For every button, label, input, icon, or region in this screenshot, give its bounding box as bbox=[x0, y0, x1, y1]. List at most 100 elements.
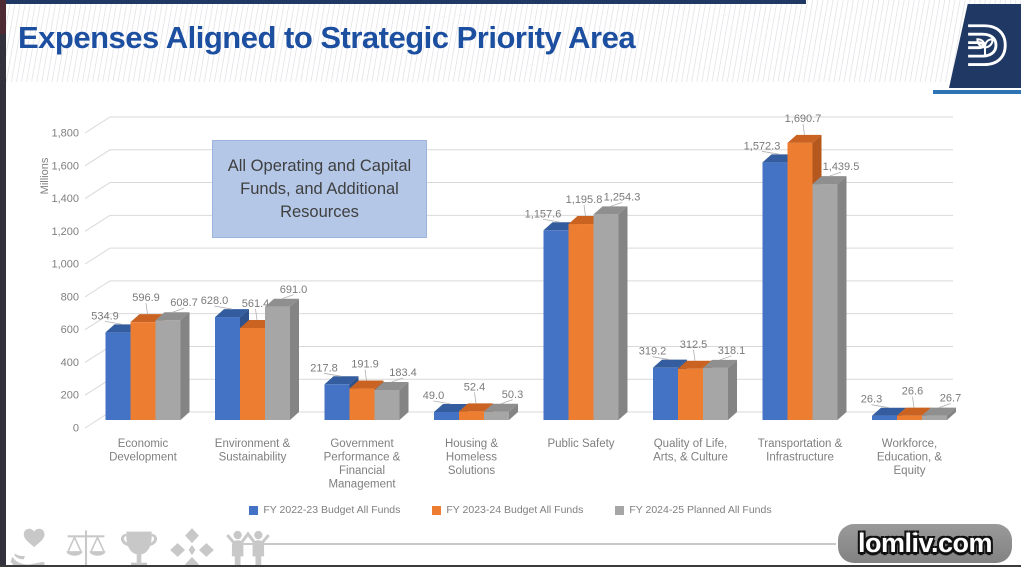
data-label: 26.6 bbox=[902, 386, 923, 398]
data-label: 596.9 bbox=[132, 292, 160, 304]
page-title: Expenses Aligned to Strategic Priority A… bbox=[18, 20, 636, 55]
y-tick-label: 800 bbox=[61, 291, 79, 303]
capture-bottom-edge bbox=[0, 565, 1021, 567]
bar-side bbox=[180, 312, 190, 420]
bar-front bbox=[762, 162, 788, 420]
bar-top bbox=[922, 407, 956, 416]
bar-top bbox=[872, 407, 906, 416]
bar-front bbox=[787, 142, 813, 420]
chart-legend: FY 2022-23 Budget All Funds FY 2023-24 Bu… bbox=[0, 504, 1021, 516]
data-label-leader bbox=[391, 377, 404, 383]
data-label: 1,195.8 bbox=[566, 194, 603, 206]
data-label-leader bbox=[104, 320, 123, 325]
gridline bbox=[84, 313, 953, 331]
bar-top bbox=[703, 359, 737, 368]
gridline bbox=[84, 247, 953, 265]
bar-front bbox=[653, 367, 678, 420]
data-label-leader bbox=[281, 294, 294, 300]
data-label: 561.4 bbox=[242, 298, 270, 310]
data-label-leader bbox=[255, 308, 258, 321]
bar-top bbox=[459, 403, 493, 412]
bar-front bbox=[703, 367, 728, 420]
bar-front bbox=[434, 411, 459, 420]
y-tick-label: 1,000 bbox=[51, 259, 79, 271]
footer-divider-line bbox=[240, 543, 836, 545]
data-label: 183.4 bbox=[389, 367, 417, 379]
bar-top bbox=[484, 403, 518, 412]
bar-front bbox=[240, 327, 265, 420]
category-label: Housing & Homeless Solutions bbox=[445, 438, 498, 477]
bar-top bbox=[434, 403, 468, 412]
y-tick-label: 1,400 bbox=[51, 193, 79, 205]
bar-top bbox=[349, 380, 384, 389]
watermark[interactable]: lomliv.com bbox=[838, 524, 1012, 563]
legend-label: FY 2022-23 Budget All Funds bbox=[263, 504, 401, 516]
data-label-leader bbox=[364, 369, 367, 381]
bar-front bbox=[897, 415, 922, 420]
bar-top bbox=[787, 134, 822, 143]
y-tick-label: 1,200 bbox=[51, 226, 79, 238]
y-tick-label: 600 bbox=[61, 324, 79, 336]
logo-underline bbox=[933, 90, 1021, 94]
legend-item: FY 2024-25 Planned All Funds bbox=[615, 504, 772, 516]
scales-icon bbox=[66, 530, 106, 567]
y-tick-label: 0 bbox=[73, 423, 79, 435]
header-band bbox=[6, 0, 1021, 82]
gridline bbox=[84, 280, 953, 298]
bar-side bbox=[509, 403, 518, 420]
bar-side bbox=[728, 359, 737, 420]
legend-swatch bbox=[432, 505, 442, 515]
data-label-leader bbox=[610, 202, 623, 207]
data-label-leader bbox=[802, 123, 805, 135]
data-label: 52.4 bbox=[464, 381, 485, 393]
data-label-leader bbox=[433, 400, 452, 405]
data-label: 319.2 bbox=[639, 346, 667, 358]
bar-side bbox=[947, 407, 956, 420]
bar-front bbox=[568, 224, 594, 420]
bar-front bbox=[324, 384, 350, 420]
data-label: 534.9 bbox=[91, 310, 119, 322]
people-icon bbox=[226, 530, 270, 567]
category-label: Workforce, Education, & Equity bbox=[877, 438, 943, 477]
legend-item: FY 2023-24 Budget All Funds bbox=[432, 504, 583, 516]
bar-front bbox=[593, 214, 619, 420]
bar-top bbox=[897, 407, 931, 416]
bar-front bbox=[812, 184, 838, 420]
data-label: 628.0 bbox=[201, 295, 229, 307]
bar-top bbox=[324, 376, 359, 385]
bar-front bbox=[374, 389, 400, 420]
bar-front bbox=[130, 322, 156, 420]
bar-front bbox=[155, 320, 181, 420]
bar-front bbox=[215, 317, 240, 420]
data-label: 608.7 bbox=[170, 297, 198, 309]
data-label: 1,439.5 bbox=[823, 161, 860, 173]
bar-front bbox=[678, 368, 703, 420]
data-label-leader bbox=[323, 372, 342, 377]
data-label-leader bbox=[214, 305, 233, 310]
data-label-leader bbox=[145, 303, 148, 315]
data-label-leader bbox=[761, 150, 780, 155]
data-label: 191.9 bbox=[351, 359, 379, 371]
dallas-d-icon bbox=[968, 24, 1007, 66]
data-label-leader bbox=[500, 399, 513, 405]
gridline bbox=[84, 116, 953, 134]
y-tick-label: 1,600 bbox=[51, 160, 79, 172]
bar-front bbox=[484, 411, 509, 420]
bar-top bbox=[653, 359, 687, 368]
data-label: 1,254.3 bbox=[604, 191, 641, 203]
y-tick-label: 200 bbox=[61, 390, 79, 402]
data-label: 1,690.7 bbox=[785, 113, 822, 125]
capture-left-edge bbox=[0, 0, 6, 567]
bar-top bbox=[812, 176, 847, 185]
bar-front bbox=[459, 411, 484, 420]
data-label: 217.8 bbox=[310, 362, 338, 374]
bar-side bbox=[399, 381, 409, 420]
category-label: Environment & Sustainability bbox=[215, 438, 291, 464]
legend-label: FY 2023-24 Budget All Funds bbox=[446, 504, 584, 516]
category-label: Quality of Life, Arts, & Culture bbox=[653, 438, 728, 464]
bar-top bbox=[215, 309, 249, 318]
trophy-icon bbox=[120, 531, 158, 567]
bar-front bbox=[872, 415, 897, 420]
